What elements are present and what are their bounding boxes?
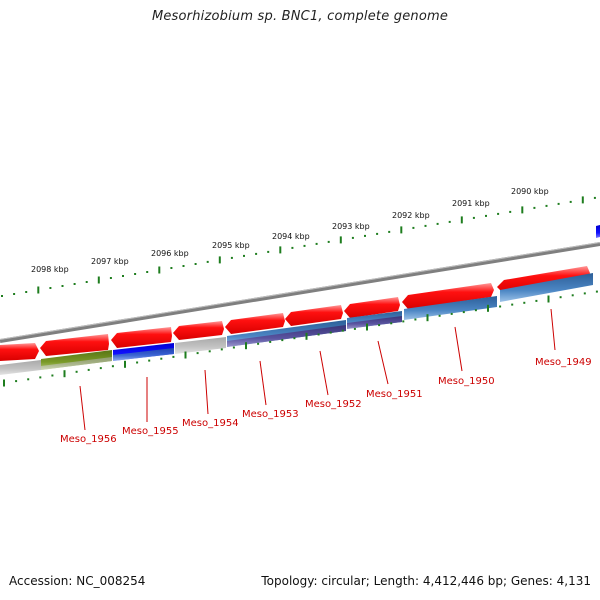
gene-arrow: [285, 305, 343, 326]
leader-line: [550, 308, 556, 351]
gene-band: [404, 296, 497, 320]
gene-label-leaders: [79, 308, 556, 431]
gene-label: Meso_1955: [122, 426, 179, 437]
genome-backbone-highlight: [0, 242, 600, 340]
reverse-strand-genes: [0, 273, 593, 375]
genome-summary: Topology: circular; Length: 4,412,446 bp…: [261, 574, 591, 588]
gene-labels: Meso_1949 Meso_1950 Meso_1951 Meso_1952 …: [60, 357, 592, 445]
forward-strand-genes: [0, 225, 600, 361]
gene-band: [227, 325, 346, 347]
scale-label: 2093 kbp: [332, 222, 370, 231]
scale-labels: 2090 kbp 2091 kbp 2092 kbp 2093 kbp 2094…: [31, 187, 549, 274]
scale-label: 2092 kbp: [392, 211, 430, 220]
gene-band: [41, 357, 112, 370]
leader-line: [454, 326, 463, 372]
gene-band: [113, 348, 174, 361]
gene-arrow: [225, 313, 285, 334]
gene-label: Meso_1949: [535, 357, 592, 368]
gene-arrow: [402, 283, 494, 309]
inner-scale-ticks: [3, 290, 598, 387]
gene-arrow: [173, 321, 224, 340]
gene-arrow: [111, 327, 172, 348]
scale-label: 2090 kbp: [511, 187, 549, 196]
gene-label: Meso_1951: [366, 389, 423, 400]
gene-band: [347, 316, 402, 329]
gene-band: [0, 360, 41, 375]
gene-arrow: [0, 343, 39, 361]
accession-info: Accession: NC_008254: [9, 574, 146, 588]
genome-backbone: [0, 242, 600, 343]
scale-label: 2095 kbp: [212, 241, 250, 250]
leader-line: [377, 340, 389, 385]
gene-label: Meso_1952: [305, 399, 362, 410]
gene-label: Meso_1950: [438, 376, 495, 387]
leader-line: [79, 385, 86, 431]
scale-label: 2094 kbp: [272, 232, 310, 241]
scale-label: 2091 kbp: [452, 199, 490, 208]
leader-line: [259, 360, 267, 406]
scale-label: 2098 kbp: [31, 265, 69, 274]
scale-ticks: [1, 196, 596, 297]
gene-arrow: [344, 297, 400, 318]
gene-label: Meso_1956: [60, 434, 117, 445]
scale-label: 2096 kbp: [151, 249, 189, 258]
leader-line: [204, 369, 209, 415]
gene-arrow: [40, 334, 109, 356]
gene-band: [500, 273, 593, 302]
genome-title: Mesorhizobium sp. BNC1, complete genome: [151, 9, 449, 24]
gene-arrow-partial: [596, 225, 600, 238]
gene-band: [175, 337, 226, 354]
gene-label: Meso_1954: [182, 418, 239, 429]
leader-line: [319, 350, 329, 396]
gene-label: Meso_1953: [242, 409, 299, 420]
scale-label: 2097 kbp: [91, 257, 129, 266]
